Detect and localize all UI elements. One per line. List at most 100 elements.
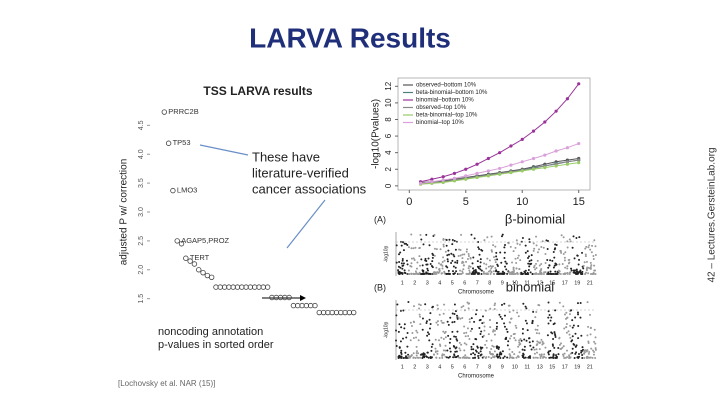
manhattan-dot bbox=[515, 239, 518, 242]
manhattan-dot bbox=[438, 343, 441, 346]
manhattan-dot bbox=[539, 269, 542, 272]
manhattan-dot bbox=[483, 239, 486, 242]
manhattan-dot bbox=[593, 269, 596, 272]
manhattan-dot bbox=[547, 316, 550, 319]
manhattan-dot bbox=[460, 306, 463, 309]
manhattan-dot bbox=[478, 253, 481, 256]
manhattan-dot bbox=[437, 262, 440, 265]
manhattan-dot bbox=[470, 327, 473, 330]
manhattan-dot bbox=[395, 339, 398, 342]
manhattan-dot bbox=[589, 356, 592, 359]
manhattan-dot bbox=[430, 345, 433, 348]
manhattan-dot bbox=[496, 353, 499, 356]
manhattan-dot bbox=[438, 268, 441, 271]
manhattan-dot bbox=[508, 304, 511, 307]
point bbox=[161, 109, 168, 115]
chromosome-label: 19 bbox=[574, 280, 580, 286]
manhattan-dot bbox=[524, 305, 527, 308]
manhattan-dot bbox=[425, 263, 428, 266]
manhattan-dot bbox=[435, 356, 438, 359]
manhattan-dot bbox=[403, 242, 406, 245]
manhattan-dot bbox=[414, 270, 417, 273]
manhattan-dot bbox=[492, 244, 495, 247]
manhattan-dot bbox=[465, 248, 468, 251]
manhattan-dot bbox=[430, 349, 433, 352]
manhattan-dot bbox=[509, 337, 512, 340]
y-tick-label: 3.0 bbox=[138, 207, 145, 217]
manhattan-dot bbox=[589, 272, 592, 275]
series-point bbox=[565, 146, 570, 150]
point bbox=[200, 269, 206, 276]
manhattan-dot bbox=[512, 268, 515, 271]
manhattan-dot bbox=[421, 264, 424, 267]
panel-label: (A) bbox=[374, 214, 386, 224]
callout-line: cancer associations bbox=[252, 181, 367, 196]
manhattan-dot bbox=[476, 272, 479, 275]
manhattan-dot bbox=[463, 332, 466, 335]
x-tick-label: 0 bbox=[406, 196, 412, 208]
chromosome-label: 6 bbox=[463, 364, 466, 370]
manhattan-dot bbox=[502, 356, 505, 359]
manhattan-dot bbox=[587, 342, 590, 345]
manhattan-dot bbox=[447, 356, 450, 359]
manhattan-dot bbox=[495, 270, 498, 273]
manhattan-dot bbox=[532, 310, 535, 313]
y-tick-label: 4.5 bbox=[138, 120, 145, 130]
manhattan-dot bbox=[454, 335, 457, 338]
manhattan-dot bbox=[476, 346, 479, 349]
manhattan-dot bbox=[566, 240, 569, 243]
manhattan-dot bbox=[410, 262, 413, 265]
manhattan-dot bbox=[456, 330, 459, 333]
manhattan-dot bbox=[515, 261, 518, 264]
manhattan-dot bbox=[530, 254, 533, 257]
manhattan-dot bbox=[503, 246, 506, 249]
series-point bbox=[486, 174, 490, 178]
manhattan-dot bbox=[442, 245, 445, 248]
manhattan-dot bbox=[434, 338, 437, 341]
manhattan-dot bbox=[453, 303, 456, 306]
manhattan-dot bbox=[436, 352, 439, 355]
manhattan-dot bbox=[419, 234, 422, 237]
manhattan-dot bbox=[562, 253, 565, 256]
manhattan-dot bbox=[574, 345, 577, 348]
manhattan-dot bbox=[490, 271, 493, 274]
manhattan-dot bbox=[467, 307, 470, 310]
manhattan-dot bbox=[518, 268, 521, 271]
manhattan-dot bbox=[558, 343, 561, 346]
manhattan-dot bbox=[458, 347, 461, 350]
manhattan-dot bbox=[536, 324, 539, 327]
manhattan-dot bbox=[594, 342, 597, 345]
manhattan-dot bbox=[445, 238, 448, 241]
manhattan-dot bbox=[455, 270, 458, 273]
manhattan-dot bbox=[513, 337, 516, 340]
manhattan-dot bbox=[490, 250, 493, 253]
manhattan-dot bbox=[402, 309, 405, 312]
manhattan-dot bbox=[594, 347, 597, 350]
manhattan-dot bbox=[553, 256, 556, 259]
manhattan-dot bbox=[547, 351, 550, 354]
manhattan-dot bbox=[466, 258, 469, 261]
manhattan-dot bbox=[474, 349, 477, 352]
manhattan-dot bbox=[549, 270, 552, 273]
manhattan-dot bbox=[433, 233, 436, 236]
manhattan-dot bbox=[412, 352, 415, 355]
chromosome-label: 4 bbox=[438, 364, 441, 370]
manhattan-dot bbox=[431, 256, 434, 259]
manhattan-dot bbox=[442, 330, 445, 333]
manhattan-dot bbox=[445, 356, 448, 359]
manhattan-dot bbox=[438, 357, 441, 359]
manhattan-dot bbox=[483, 329, 486, 332]
manhattan-dot bbox=[470, 233, 473, 236]
manhattan-dot bbox=[538, 332, 541, 335]
manhattan-dot bbox=[432, 271, 435, 274]
manhattan-dot bbox=[494, 261, 497, 264]
manhattan-dot bbox=[576, 311, 579, 314]
manhattan-dot bbox=[533, 264, 536, 267]
manhattan-dot bbox=[472, 356, 475, 359]
manhattan-dot bbox=[490, 235, 493, 238]
manhattan-dot bbox=[533, 352, 536, 355]
manhattan-dot bbox=[546, 248, 549, 251]
manhattan-dot bbox=[572, 269, 575, 272]
manhattan-dot bbox=[581, 251, 584, 254]
panel-y-label: -log10p bbox=[383, 321, 389, 338]
